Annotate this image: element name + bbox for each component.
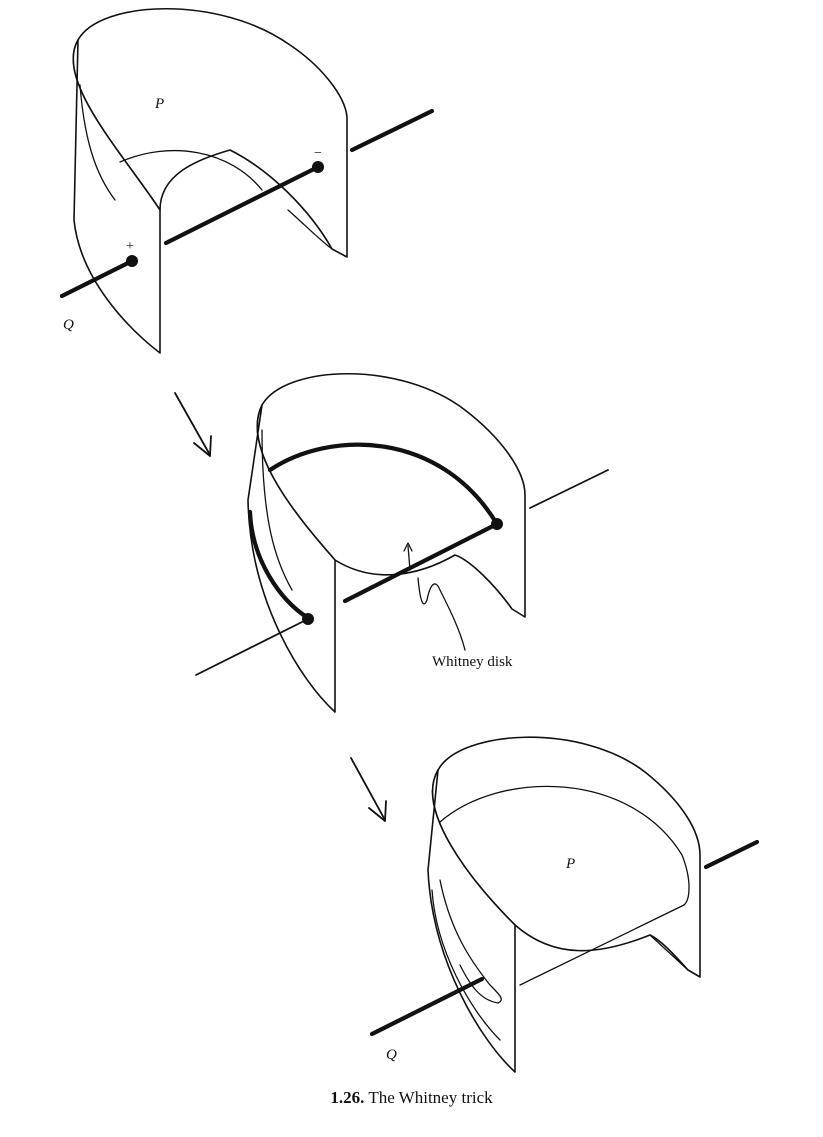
whitney-disk-label: Whitney disk [432, 654, 513, 670]
stage-2: Whitney disk [195, 372, 609, 713]
whitney-disk-boundary-arc [267, 442, 500, 527]
line-q-back [349, 108, 435, 153]
sheet-p-fold-edge [79, 84, 116, 201]
line-q-front-3 [369, 976, 485, 1037]
minus-sign: − [314, 146, 322, 161]
arrow-2 [350, 757, 387, 822]
sheet-p-2-fold [261, 429, 293, 591]
line-q-middle [163, 164, 321, 246]
caption-text: The Whitney trick [368, 1088, 493, 1107]
sheet-p-3-lower-edge [519, 904, 685, 986]
sheet-p-3-inner-curve [439, 785, 690, 906]
line-q-front-2 [195, 618, 309, 676]
figure-caption: 1.26. The Whitney trick [0, 1088, 823, 1108]
line-label-q-3: Q [386, 1047, 397, 1063]
sheet-p-3-front-flap [427, 769, 516, 1073]
intersection-point-plus [126, 255, 138, 267]
sheet-label-p: P [154, 96, 164, 112]
sheet-p-inner-curve-2 [287, 209, 333, 250]
sheet-p-3-tongue [439, 879, 502, 1004]
caption-number: 1.26. [330, 1088, 365, 1107]
whitney-disk-leader [417, 577, 466, 651]
line-q-front [59, 258, 135, 299]
stage-3: P Q [369, 736, 760, 1073]
whitney-disk-boundary-side [247, 509, 311, 621]
sheet-label-p-3: P [565, 856, 575, 872]
line-q-middle-2 [342, 521, 500, 604]
sheet-p-inner-curve [119, 150, 263, 191]
stage-1: P Q + − [59, 7, 435, 354]
intersection-point-left-2 [302, 613, 314, 625]
sheet-p-front-flap [72, 39, 161, 354]
line-q-back-2 [529, 469, 609, 509]
intersection-point-right-2 [491, 518, 503, 530]
line-q-back-3 [703, 839, 760, 870]
intersection-point-minus [312, 161, 324, 173]
plus-sign: + [126, 239, 134, 254]
arrow-1 [174, 392, 212, 457]
sheet-p-2-front-flap [247, 404, 336, 713]
line-label-q: Q [63, 317, 74, 333]
